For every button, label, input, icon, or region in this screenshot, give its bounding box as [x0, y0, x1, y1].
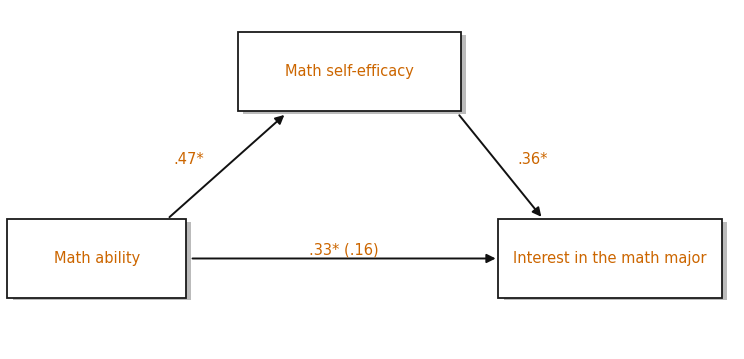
FancyBboxPatch shape: [7, 219, 186, 298]
Text: .33* (.16): .33* (.16): [309, 242, 379, 257]
Text: .36*: .36*: [517, 152, 548, 167]
FancyBboxPatch shape: [13, 222, 191, 300]
FancyBboxPatch shape: [243, 35, 466, 114]
Text: Interest in the math major: Interest in the math major: [513, 251, 707, 266]
FancyBboxPatch shape: [504, 222, 727, 300]
FancyBboxPatch shape: [238, 32, 461, 111]
FancyBboxPatch shape: [498, 219, 722, 298]
Text: Math self-efficacy: Math self-efficacy: [285, 64, 414, 79]
Text: Math ability: Math ability: [54, 251, 140, 266]
Text: .47*: .47*: [174, 152, 205, 167]
